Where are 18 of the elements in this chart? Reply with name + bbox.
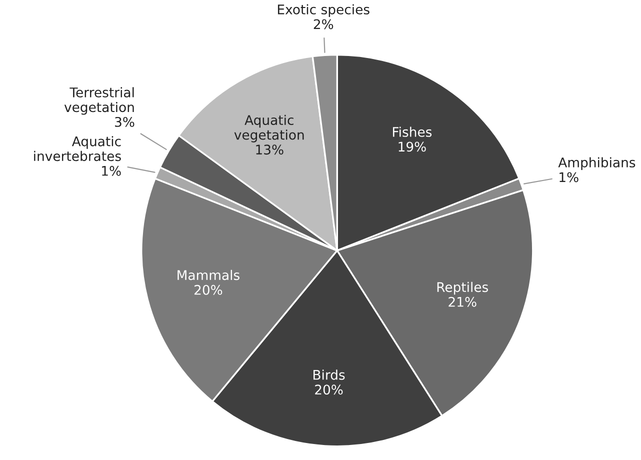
slice-label: Exotic species [278, 4, 370, 17]
data-label: 2% [314, 19, 334, 30]
data-label: 3% [115, 116, 134, 127]
slice-label: Aquatic vegetation [234, 114, 304, 142]
data-label: 20% [194, 284, 222, 295]
slice-label: Amphibians [558, 157, 636, 170]
slice-label: Aquatic invertebrates [34, 136, 121, 162]
slice-label: Reptiles [437, 282, 488, 295]
data-label: 13% [256, 144, 284, 155]
slice-label: Birds [313, 370, 345, 380]
data-label: 21% [448, 296, 476, 307]
data-label: 19% [398, 142, 426, 152]
data-label: 1% [560, 172, 578, 182]
slice-label: Fishes [392, 126, 432, 137]
data-label: 1% [102, 166, 121, 176]
slice-label: Mammals [178, 270, 240, 280]
slice-label: Terrestrial vegetation [64, 87, 134, 115]
data-label: 20% [315, 384, 343, 395]
